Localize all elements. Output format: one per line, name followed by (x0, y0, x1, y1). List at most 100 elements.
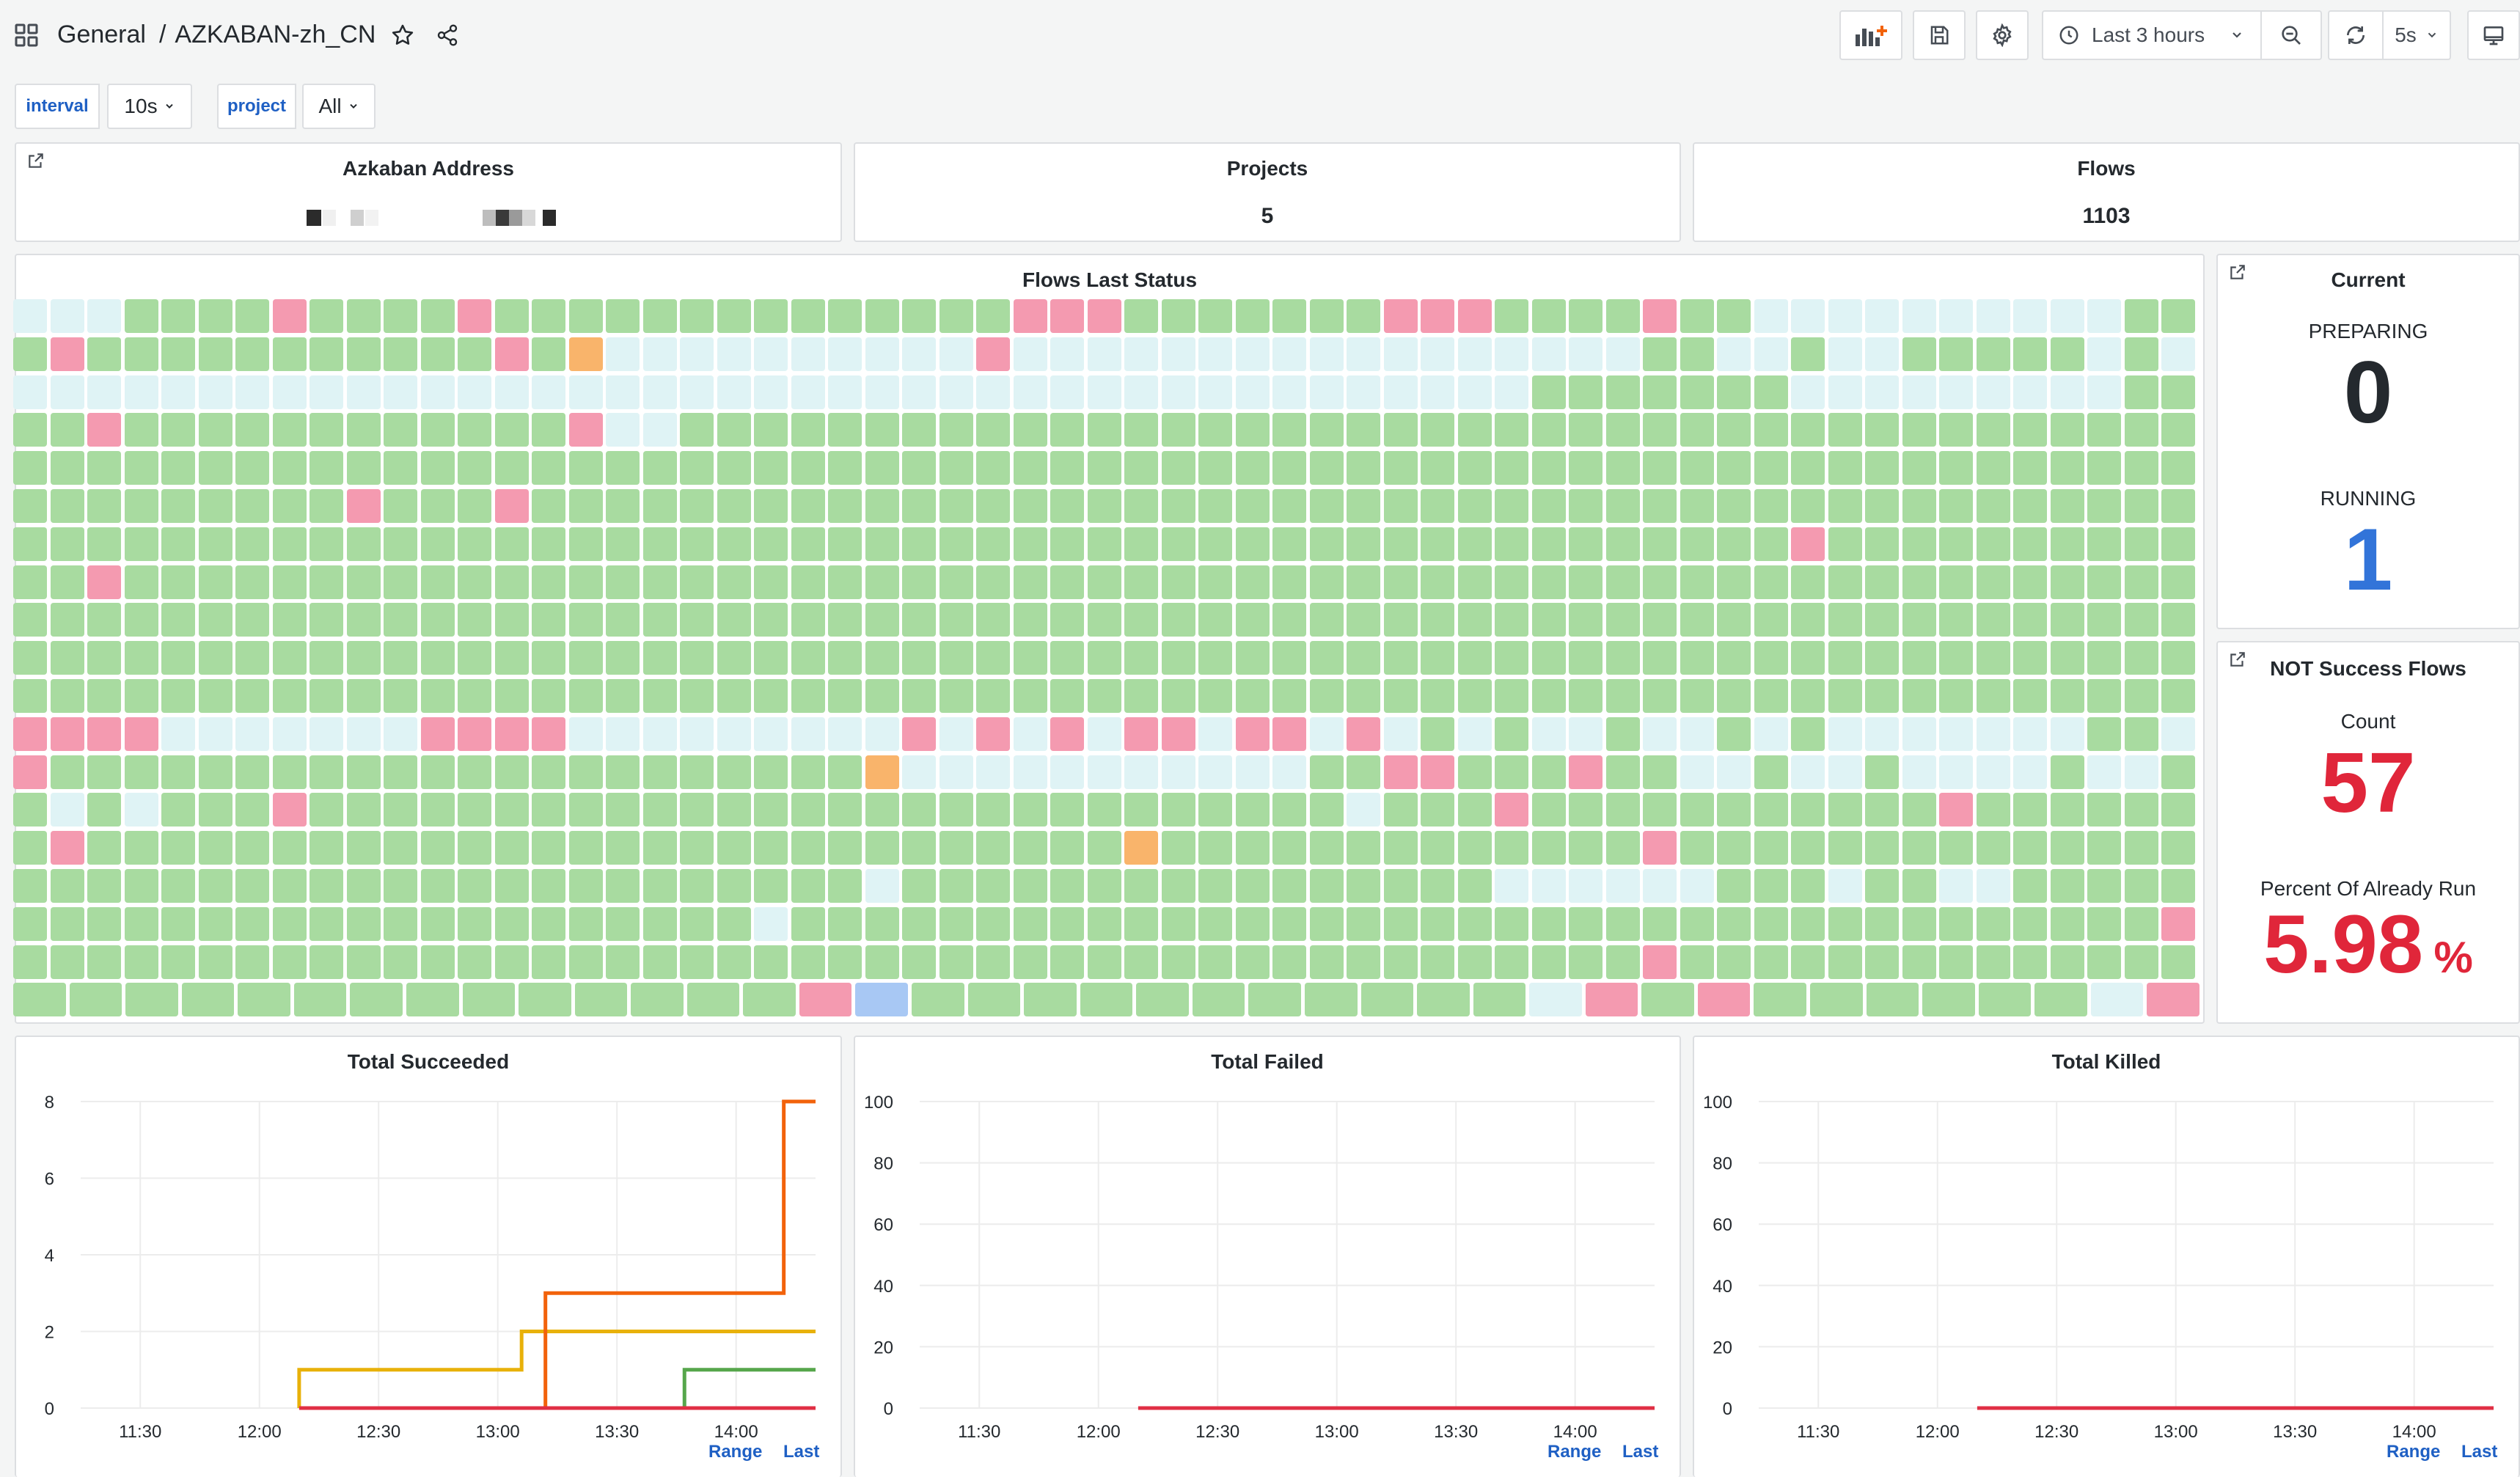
flow-status-cell[interactable] (1013, 716, 1047, 751)
flow-status-cell[interactable] (1272, 299, 1306, 333)
flow-status-cell[interactable] (420, 565, 455, 599)
flow-status-cell[interactable] (2087, 793, 2121, 827)
flow-status-cell[interactable] (680, 716, 714, 751)
flow-status-cell[interactable] (1754, 716, 1788, 751)
flow-status-cell[interactable] (1605, 679, 1640, 713)
flow-status-cell[interactable] (680, 413, 714, 447)
breadcrumb-folder[interactable]: General (57, 21, 146, 48)
flow-status-cell[interactable] (606, 906, 640, 941)
flow-status-cell[interactable] (1383, 413, 1418, 447)
flow-status-cell[interactable] (1457, 337, 1492, 371)
flow-status-cell[interactable] (198, 337, 232, 371)
flow-status-cell[interactable] (494, 375, 529, 409)
flow-status-cell[interactable] (1643, 413, 1677, 447)
flow-status-cell[interactable] (2161, 869, 2195, 903)
flow-status-cell[interactable] (680, 299, 714, 333)
flow-status-cell[interactable] (1902, 906, 1936, 941)
flow-status-cell[interactable] (2124, 641, 2158, 675)
flow-status-cell[interactable] (1124, 375, 1158, 409)
flow-status-cell[interactable] (1161, 413, 1195, 447)
flow-status-cell[interactable] (1087, 869, 1121, 903)
flow-status-cell[interactable] (1421, 451, 1454, 485)
flow-status-cell[interactable] (272, 413, 307, 447)
flow-status-cell[interactable] (50, 793, 84, 827)
flow-status-cell[interactable] (902, 489, 936, 523)
flow-status-cell[interactable] (568, 831, 603, 865)
flow-status-cell[interactable] (1309, 869, 1344, 903)
flow-status-cell[interactable] (1754, 641, 1788, 675)
flow-status-cell[interactable] (1198, 413, 1232, 447)
flow-status-cell[interactable] (976, 527, 1010, 561)
flow-status-cell[interactable] (1309, 299, 1344, 333)
flow-status-cell[interactable] (717, 603, 751, 637)
flow-status-cell[interactable] (1902, 679, 1936, 713)
legend-last[interactable]: Last (2461, 1442, 2498, 1462)
flow-status-cell[interactable] (680, 679, 714, 713)
flow-status-cell[interactable] (1235, 527, 1270, 561)
flow-status-cell[interactable] (532, 375, 565, 409)
flow-status-cell[interactable] (1605, 906, 1640, 941)
flow-status-cell[interactable] (346, 489, 381, 523)
flow-status-cell[interactable] (50, 755, 84, 789)
flow-status-cell[interactable] (1569, 451, 1603, 485)
flow-status-cell[interactable] (1235, 679, 1270, 713)
flow-status-cell[interactable] (976, 299, 1010, 333)
flow-status-cell[interactable] (1421, 337, 1454, 371)
flow-status-cell[interactable] (1383, 565, 1418, 599)
flow-status-cell[interactable] (791, 565, 825, 599)
flow-status-cell[interactable] (1347, 337, 1380, 371)
flow-status-cell[interactable] (1605, 755, 1640, 789)
flow-status-cell[interactable] (458, 869, 491, 903)
flow-status-cell[interactable] (13, 869, 47, 903)
flow-status-cell[interactable] (1235, 755, 1270, 789)
flow-status-cell[interactable] (1976, 299, 2010, 333)
flow-status-cell[interactable] (1791, 641, 1825, 675)
flow-status-cell[interactable] (1124, 716, 1158, 751)
flow-status-cell[interactable] (1717, 793, 1751, 827)
flow-status-cell[interactable] (1087, 831, 1121, 865)
flow-status-cell[interactable] (2087, 641, 2121, 675)
flow-status-cell[interactable] (87, 716, 121, 751)
flow-status-cell[interactable] (2147, 983, 2199, 1017)
flow-status-cell[interactable] (1569, 679, 1603, 713)
flow-status-cell[interactable] (124, 641, 158, 675)
flow-status-cell[interactable] (902, 641, 936, 675)
flow-status-cell[interactable] (1754, 983, 1807, 1017)
flow-status-cell[interactable] (902, 451, 936, 485)
flow-status-cell[interactable] (2124, 375, 2158, 409)
dashboard-title[interactable]: AZKABAN-zh_CN (175, 21, 376, 48)
flow-status-cell[interactable] (2161, 641, 2195, 675)
flow-status-cell[interactable] (1643, 679, 1677, 713)
flow-status-cell[interactable] (1569, 641, 1603, 675)
flow-status-cell[interactable] (2087, 337, 2121, 371)
flow-status-cell[interactable] (420, 451, 455, 485)
flow-status-cell[interactable] (50, 869, 84, 903)
flow-status-cell[interactable] (272, 375, 307, 409)
flow-status-cell[interactable] (1235, 831, 1270, 865)
flow-status-cell[interactable] (1680, 299, 1714, 333)
flow-status-cell[interactable] (1605, 413, 1640, 447)
flow-status-cell[interactable] (1865, 906, 1899, 941)
flow-status-cell[interactable] (1457, 679, 1492, 713)
flow-status-cell[interactable] (458, 716, 491, 751)
flow-status-cell[interactable] (1161, 299, 1195, 333)
flow-status-cell[interactable] (161, 375, 195, 409)
flow-status-cell[interactable] (1124, 869, 1158, 903)
flow-status-cell[interactable] (1605, 565, 1640, 599)
flow-status-cell[interactable] (1198, 641, 1232, 675)
external-link-icon[interactable] (2228, 263, 2247, 282)
flow-status-cell[interactable] (1124, 831, 1158, 865)
flow-status-cell[interactable] (902, 869, 936, 903)
flow-status-cell[interactable] (939, 755, 973, 789)
flow-status-cell[interactable] (939, 527, 973, 561)
flow-status-cell[interactable] (1643, 451, 1677, 485)
flow-status-cell[interactable] (1013, 451, 1047, 485)
flow-status-cell[interactable] (1531, 603, 1566, 637)
flow-status-cell[interactable] (1717, 869, 1751, 903)
flow-status-cell[interactable] (1235, 565, 1270, 599)
flow-status-cell[interactable] (384, 755, 417, 789)
flow-status-cell[interactable] (458, 945, 491, 979)
flow-status-cell[interactable] (1976, 793, 2010, 827)
flow-status-cell[interactable] (1585, 983, 1638, 1017)
flow-status-cell[interactable] (1161, 831, 1195, 865)
